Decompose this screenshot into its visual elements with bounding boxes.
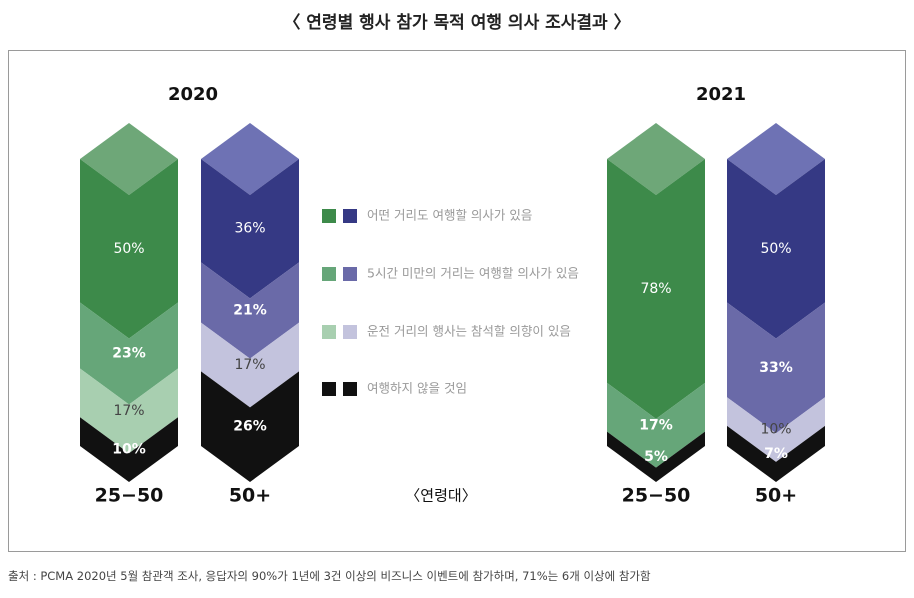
legend-swatch-25-50-s2 [322, 267, 336, 281]
legend-swatch-25-50-s4 [322, 382, 336, 396]
data-label-y2021-25-50-s1: 78% [640, 281, 671, 297]
bar-y2021-50plus-s2 [727, 302, 825, 434]
year-label-2020: 2020 [168, 84, 218, 105]
chart-frame: 50% 23% 17% 10% 25−50 36% 21% 17% 26% 50+ 78% 17% 5%… [8, 50, 906, 552]
age-group-axis-label: 〈연령대〉 [405, 487, 476, 505]
data-label-y2021-25-50-s2: 17% [639, 417, 673, 433]
bar-y2021-25-50-s4 [607, 431, 705, 482]
legend-label-s3: 운전 거리의 행사는 참석할 의향이 있음 [367, 324, 571, 339]
data-label-y2021-50plus-s3: 10% [760, 422, 791, 438]
chart-title: 〈 연령별 행사 참가 목적 여행 의사 조사결과 〉 [283, 13, 631, 33]
legend-label-s1: 어떤 거리도 여행할 의사가 있음 [367, 208, 532, 223]
data-label-y2020-25-50-s3: 17% [113, 403, 144, 419]
bar-y2020-50plus-s3 [201, 322, 299, 408]
legend-swatch-50plus-s4 [343, 382, 357, 396]
bar-y2020-50plus-s2 [201, 262, 299, 359]
category-label-y2020-50plus: 50+ [229, 485, 271, 507]
legend-swatch-25-50-s3 [322, 325, 336, 339]
legend-swatch-50plus-s3 [343, 325, 357, 339]
data-label-y2020-50plus-s4: 26% [233, 419, 267, 435]
legend-label-s2: 5시간 미만의 거리는 여행할 의사가 있음 [367, 266, 579, 281]
legend-swatch-50plus-s1 [343, 209, 357, 223]
legend-label-s4: 여행하지 않을 것임 [367, 381, 467, 396]
legend-swatch-25-50-s1 [322, 209, 336, 223]
data-label-y2021-50plus-s1: 50% [760, 241, 791, 257]
bar-y2021-50plus-s1 [727, 159, 825, 339]
data-label-y2021-50plus-s4: 7% [764, 446, 788, 462]
data-label-y2020-25-50-s2: 23% [112, 346, 146, 362]
data-label-y2020-50plus-s1: 36% [234, 221, 265, 237]
bar-y2020-25-50-s4 [80, 417, 178, 482]
year-label-2021: 2021 [696, 84, 746, 105]
data-label-y2020-50plus-s3: 17% [234, 357, 265, 373]
bar-y2020-50plus-s4 [201, 371, 299, 482]
data-label-y2021-25-50-s4: 5% [644, 449, 668, 465]
data-label-y2020-25-50-s1: 50% [113, 241, 144, 257]
bar-y2021-25-50-s1 [607, 159, 705, 419]
legend-swatch-50plus-s2 [343, 267, 357, 281]
data-label-y2020-50plus-s2: 21% [233, 302, 267, 318]
bar-y2021-50plus-s3 [727, 397, 825, 462]
bar-y2021-25-50-s2 [607, 382, 705, 468]
data-label-y2020-25-50-s4: 10% [112, 442, 146, 458]
bar-y2020-25-50-s3 [80, 368, 178, 454]
category-label-y2021-25-50: 25−50 [622, 485, 691, 507]
bar-y2020-25-50-s1 [80, 159, 178, 339]
category-label-y2021-50plus: 50+ [755, 485, 797, 507]
bar-y2020-50plus-s1 [201, 159, 299, 299]
chart-svg: 50% 23% 17% 10% 25−50 36% 21% 17% 26% 50+ 78% 17% 5%… [80, 84, 825, 507]
data-label-y2021-50plus-s2: 33% [759, 360, 793, 376]
source-note: 출처 : PCMA 2020년 5월 참관객 조사, 응답자의 90%가 1년에… [8, 569, 651, 583]
bar-y2021-50plus-s4 [727, 425, 825, 482]
category-label-y2020-25-50: 25−50 [95, 485, 164, 507]
bar-y2020-25-50-s2 [80, 302, 178, 405]
